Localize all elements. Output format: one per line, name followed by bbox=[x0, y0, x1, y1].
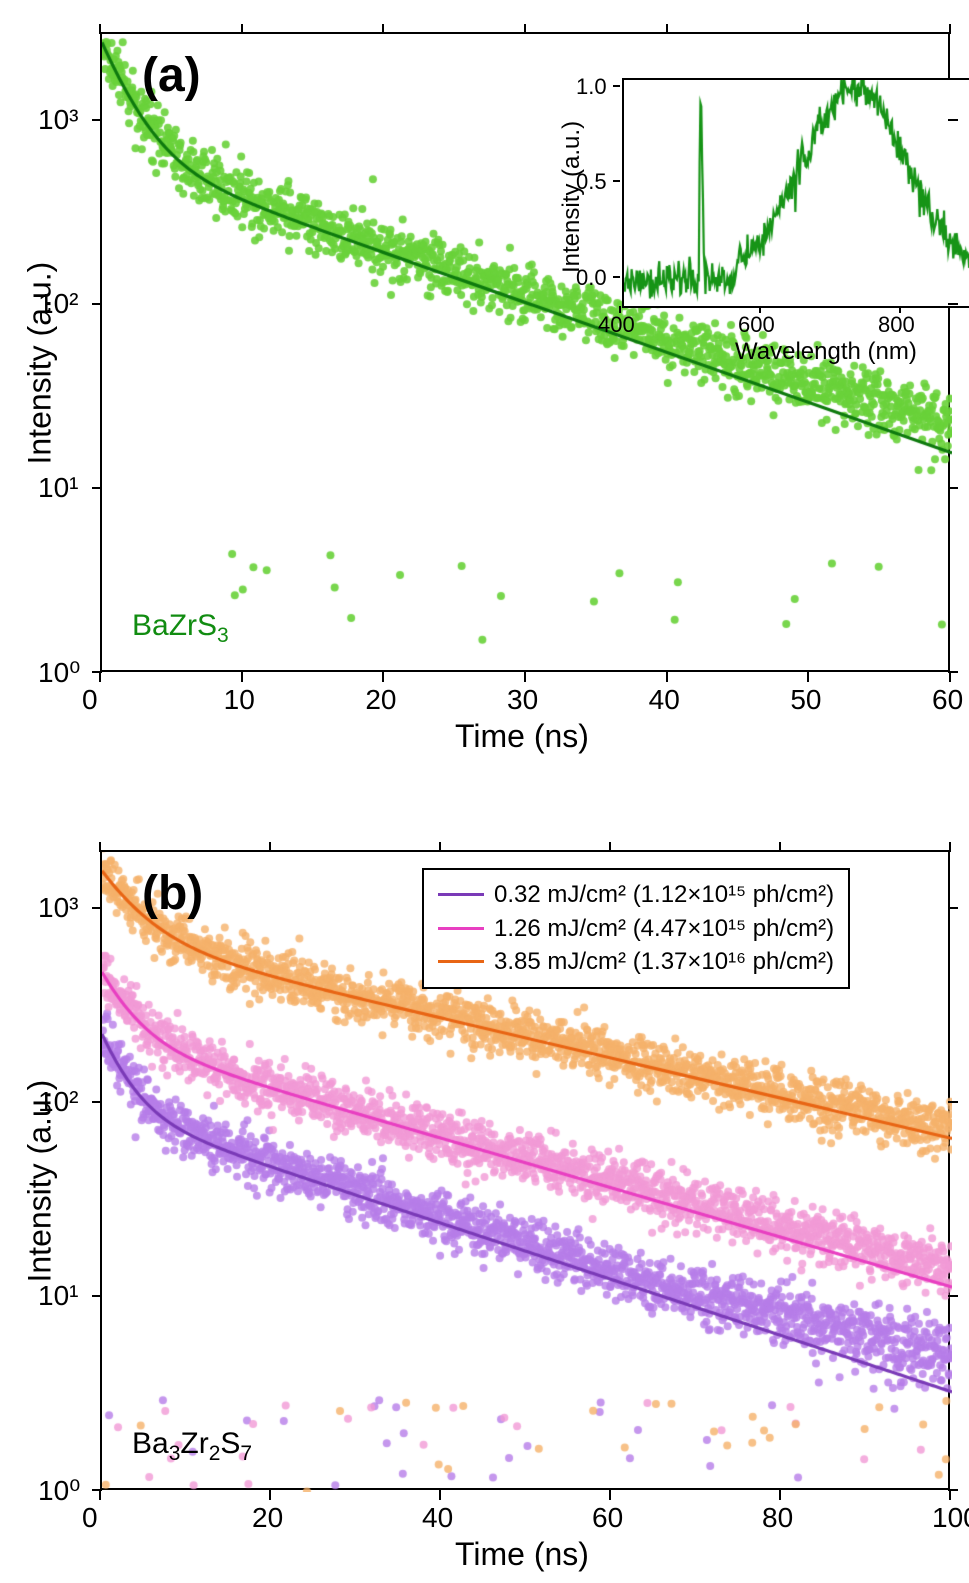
panel-a-xtick: 30 bbox=[507, 684, 538, 716]
panel-a-inset bbox=[622, 78, 969, 308]
inset-xtick: 600 bbox=[738, 312, 775, 338]
panel-b: (b) Ba3Zr2S7 0.32 mJ/cm² (1.12×10¹⁵ ph/c… bbox=[100, 850, 950, 1490]
panel-a-xtick: 40 bbox=[649, 684, 680, 716]
panel-a-ylabel: Intensity (a.u.) bbox=[22, 245, 59, 465]
panel-b-xtick: 0 bbox=[82, 1502, 98, 1534]
panel-b-xlabel: Time (ns) bbox=[455, 1536, 589, 1573]
panel-a-xtick: 10 bbox=[224, 684, 255, 716]
legend-label: 0.32 mJ/cm² (1.12×10¹⁵ ph/cm²) bbox=[494, 878, 834, 912]
panel-b-xtick: 100 bbox=[932, 1502, 969, 1534]
panel-a-xtick: 20 bbox=[365, 684, 396, 716]
panel-a-ytick: 10¹ bbox=[38, 472, 78, 504]
panel-b-tag: (b) bbox=[142, 866, 203, 921]
inset-ytick: 1.0 bbox=[576, 74, 607, 100]
legend-item: 1.26 mJ/cm² (4.47×10¹⁵ ph/cm²) bbox=[438, 912, 834, 946]
panel-b-xtick: 80 bbox=[762, 1502, 793, 1534]
panel-b-compound-label: Ba3Zr2S7 bbox=[132, 1427, 252, 1466]
inset-xtick: 800 bbox=[878, 312, 915, 338]
legend-swatch bbox=[438, 927, 484, 930]
panel-a-tag: (a) bbox=[142, 48, 201, 103]
panel-a-inset-canvas bbox=[624, 80, 969, 310]
panel-a-ytick: 10⁰ bbox=[38, 656, 80, 689]
inset-xtick: 400 bbox=[598, 312, 635, 338]
legend-item: 0.32 mJ/cm² (1.12×10¹⁵ ph/cm²) bbox=[438, 878, 834, 912]
legend-item: 3.85 mJ/cm² (1.37×10¹⁶ ph/cm²) bbox=[438, 945, 834, 979]
panel-a-ytick: 10² bbox=[38, 288, 78, 320]
panel-a-xtick: 60 bbox=[932, 684, 963, 716]
panel-b-legend: 0.32 mJ/cm² (1.12×10¹⁵ ph/cm²)1.26 mJ/cm… bbox=[422, 868, 850, 989]
panel-b-xtick: 20 bbox=[252, 1502, 283, 1534]
legend-swatch bbox=[438, 960, 484, 963]
panel-a-ytick: 10³ bbox=[38, 104, 78, 136]
panel-b-xtick: 40 bbox=[422, 1502, 453, 1534]
panel-b-ytick: 10² bbox=[38, 1086, 78, 1118]
panel-a-xtick: 0 bbox=[82, 684, 98, 716]
panel-b-xtick: 60 bbox=[592, 1502, 623, 1534]
panel-b-ytick: 10³ bbox=[38, 892, 78, 924]
inset-ytick: 0.5 bbox=[576, 169, 607, 195]
panel-b-ytick: 10⁰ bbox=[38, 1474, 80, 1507]
inset-ytick: 0.0 bbox=[576, 265, 607, 291]
panel-a-xtick: 50 bbox=[790, 684, 821, 716]
inset-xlabel: Wavelength (nm) bbox=[735, 338, 917, 366]
panel-b-ytick: 10¹ bbox=[38, 1280, 78, 1312]
panel-a-xlabel: Time (ns) bbox=[455, 718, 589, 755]
legend-swatch bbox=[438, 893, 484, 896]
legend-label: 3.85 mJ/cm² (1.37×10¹⁶ ph/cm²) bbox=[494, 945, 834, 979]
panel-a-compound-label: BaZrS3 bbox=[132, 609, 229, 648]
legend-label: 1.26 mJ/cm² (4.47×10¹⁵ ph/cm²) bbox=[494, 912, 834, 946]
